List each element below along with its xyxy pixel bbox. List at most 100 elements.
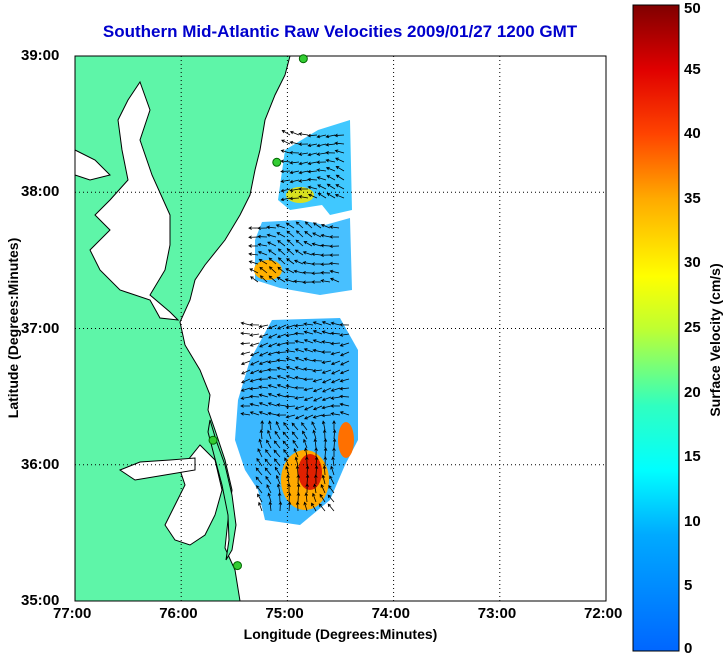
velocity-arrow — [296, 483, 301, 494]
velocity-arrow — [258, 393, 269, 398]
velocity-arrow — [340, 360, 350, 366]
velocity-arrow — [293, 448, 299, 458]
velocity-arrow — [249, 378, 260, 383]
velocity-arrow — [298, 152, 309, 156]
velocity-arrow — [320, 243, 331, 248]
velocity-arrow — [320, 233, 331, 238]
velocity-arrow — [304, 447, 308, 458]
velocity-arrow — [258, 402, 269, 407]
velocity-arrow — [332, 429, 337, 440]
velocity-arrow — [274, 466, 281, 476]
velocity-arrow — [294, 456, 299, 467]
velocity-arrow — [267, 492, 272, 503]
velocity-arrow — [302, 270, 313, 275]
velocity-arrow — [335, 157, 345, 163]
velocity-arrow — [249, 411, 260, 416]
velocity-arrow — [284, 278, 295, 283]
velocity-arrow — [289, 160, 300, 165]
velocity-arrow — [320, 262, 331, 267]
velocity-arrow — [276, 276, 286, 283]
velocity-arrow — [264, 467, 272, 476]
pamlico-sound — [164, 444, 223, 546]
velocity-arrow — [307, 161, 318, 166]
velocity-arrow — [314, 456, 319, 467]
velocity-arrow — [280, 188, 291, 193]
velocity-arrow — [334, 193, 345, 199]
velocity-arrow — [316, 152, 327, 156]
velocity-arrow — [319, 493, 326, 503]
velocity-arrow — [249, 402, 260, 407]
velocity-arrow — [280, 197, 291, 202]
velocity-arrow — [249, 351, 260, 357]
velocity-arrow — [311, 262, 322, 266]
velocity-arrow — [330, 404, 341, 408]
velocity-arrow — [294, 376, 305, 380]
velocity-arrow — [248, 226, 259, 230]
radar-station-marker — [208, 435, 218, 445]
colorbar-tick-label: 20 — [684, 383, 701, 401]
velocity-arrow — [258, 377, 269, 382]
velocity-arrow — [289, 150, 300, 155]
velocity-arrow — [276, 232, 286, 238]
velocity-arrow — [325, 166, 336, 172]
velocity-arrow — [327, 494, 335, 503]
velocity-arrow — [321, 330, 332, 335]
velocity-arrow — [321, 405, 332, 410]
velocity-arrow — [325, 150, 336, 155]
velocity-arrow — [259, 342, 269, 348]
velocity-arrow — [273, 449, 281, 458]
colorbar-tick-label: 10 — [684, 512, 701, 530]
velocity-arrow — [266, 439, 272, 449]
velocity-arrow — [249, 394, 260, 399]
velocity-arrow — [331, 378, 341, 384]
velocity-arrow — [304, 405, 314, 411]
y-tick-label: 37:00 — [21, 319, 60, 337]
velocity-arrow — [330, 321, 341, 326]
velocity-arrow — [285, 384, 296, 389]
velocity-arrow — [328, 485, 335, 494]
velocity-arrow — [312, 429, 317, 440]
x-tick-label: 72:00 — [584, 605, 623, 622]
outer-banks — [207, 419, 237, 561]
velocity-arrow — [303, 396, 314, 401]
velocity-arrow — [278, 501, 283, 512]
velocity-arrow — [256, 457, 263, 467]
velocity-arrow — [249, 342, 260, 347]
colorbar-tick-label: 50 — [684, 0, 701, 17]
velocity-arrow — [294, 323, 305, 328]
velocity-arrow — [289, 170, 300, 175]
velocity-arrow — [332, 438, 337, 449]
velocity-arrow — [266, 225, 277, 230]
velocity-arrow — [303, 348, 314, 353]
velocity-arrow — [285, 341, 296, 345]
velocity-arrow — [317, 184, 327, 190]
velocity-arrow — [322, 378, 332, 384]
velocity-arrow — [285, 465, 290, 476]
velocity-arrow — [321, 420, 326, 431]
colorbar-tick-label: 15 — [684, 448, 701, 466]
velocity-arrow — [325, 158, 336, 163]
velocity-arrow — [318, 503, 326, 512]
velocity-arrow — [334, 133, 345, 138]
velocity-arrow — [267, 351, 278, 356]
velocity-arrow — [303, 339, 314, 344]
velocity-arrow — [240, 387, 251, 392]
velocity-arrow — [295, 239, 304, 247]
velocity-arrow — [312, 492, 317, 503]
hotspot-north — [286, 187, 314, 203]
velocity-arrow — [267, 324, 278, 330]
velocity-arrow — [304, 414, 314, 420]
velocity-arrow — [316, 143, 327, 148]
velocity-arrow — [286, 230, 295, 238]
velocity-arrow — [255, 476, 263, 485]
velocity-arrow — [277, 240, 286, 247]
velocity-arrow — [339, 411, 350, 416]
velocity-arrow — [311, 280, 322, 284]
velocity-arrow — [259, 266, 268, 274]
velocity-arrow — [265, 449, 272, 458]
velocity-arrow — [316, 134, 327, 139]
velocity-arrow — [294, 357, 305, 362]
velocity-arrow — [339, 378, 350, 383]
velocity-arrow — [311, 421, 317, 431]
velocity-arrow — [287, 501, 292, 512]
